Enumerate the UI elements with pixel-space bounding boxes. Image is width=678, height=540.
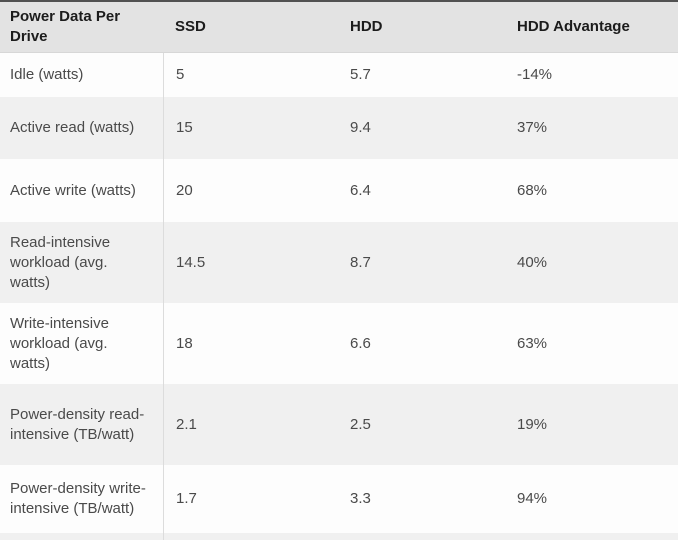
- cell-ssd-value: 1.7: [163, 465, 338, 533]
- cell-hdd-value: 2.5: [350, 415, 371, 433]
- cell-ssd-value: 20: [163, 159, 338, 222]
- cell-ssd-value: [163, 533, 338, 540]
- cell-hdd-value: 8.7: [350, 253, 371, 271]
- table-row-power-density-read-intensive: Power-density read-intensive (TB/watt) 2…: [0, 384, 678, 465]
- row-label: Idle (watts): [10, 66, 84, 83]
- header-cell-hdd-advantage: HDD Advantage: [517, 18, 630, 35]
- cell-hdd-advantage-value: 63%: [517, 334, 548, 352]
- cell-hdd-value: 6.4: [350, 181, 371, 199]
- cell-hdd-advantage-value: 19%: [517, 415, 548, 433]
- row-label: Active write (watts): [10, 181, 136, 199]
- header-cell-ssd: SSD: [175, 18, 206, 35]
- cell-hdd-advantage-value: 37%: [517, 119, 548, 136]
- table-row-power-density-write-intensive: Power-density write-intensive (TB/watt) …: [0, 465, 678, 533]
- cell-hdd-advantage-value: 40%: [517, 253, 548, 271]
- row-label: Power-density write-intensive (TB/watt): [10, 480, 146, 517]
- row-label: Read-intensive workload (avg. watts): [10, 233, 111, 291]
- cell-ssd-value: 2.1: [163, 384, 338, 465]
- cell-ssd-value: 15: [163, 97, 338, 159]
- cell-hdd-advantage-value: 94%: [517, 490, 548, 507]
- table-row-idle: Idle (watts) 5 5.7 -14%: [0, 53, 678, 97]
- cell-hdd-value: 3.3: [350, 490, 371, 507]
- table-row-write-intensive-workload: Write-intensive workload (avg. watts) 18…: [0, 303, 678, 384]
- cell-hdd-value: 6.6: [350, 334, 371, 352]
- table-row-active-read: Active read (watts) 15 9.4 37%: [0, 97, 678, 159]
- cell-ssd-value: 5: [163, 53, 338, 97]
- next-row-clipped: [0, 533, 678, 540]
- cell-ssd-value: 18: [163, 303, 338, 384]
- table-row-read-intensive-workload: Read-intensive workload (avg. watts) 14.…: [0, 222, 678, 303]
- row-label: [0, 533, 163, 540]
- cell-hdd-value: 9.4: [350, 119, 371, 136]
- header-cell-hdd: HDD: [350, 18, 383, 35]
- table-header-row: Power Data Per Drive SSD HDD HDD Advanta…: [0, 2, 678, 53]
- cell-hdd-value: 5.7: [350, 66, 371, 83]
- cell-hdd-advantage-value: 68%: [517, 181, 548, 199]
- table-row-active-write: Active write (watts) 20 6.4 68%: [0, 159, 678, 222]
- row-label: Active read (watts): [10, 119, 135, 136]
- cell-hdd-value: [338, 533, 505, 540]
- header-cell-power-data-per-drive: Power Data Per Drive: [10, 8, 121, 45]
- row-label: Write-intensive workload (avg. watts): [10, 314, 109, 372]
- row-label: Power-density read-intensive (TB/watt): [10, 405, 145, 443]
- cell-ssd-value: 14.5: [163, 222, 338, 303]
- cell-hdd-advantage-value: -14%: [517, 66, 553, 83]
- cell-hdd-advantage-value: [505, 533, 678, 540]
